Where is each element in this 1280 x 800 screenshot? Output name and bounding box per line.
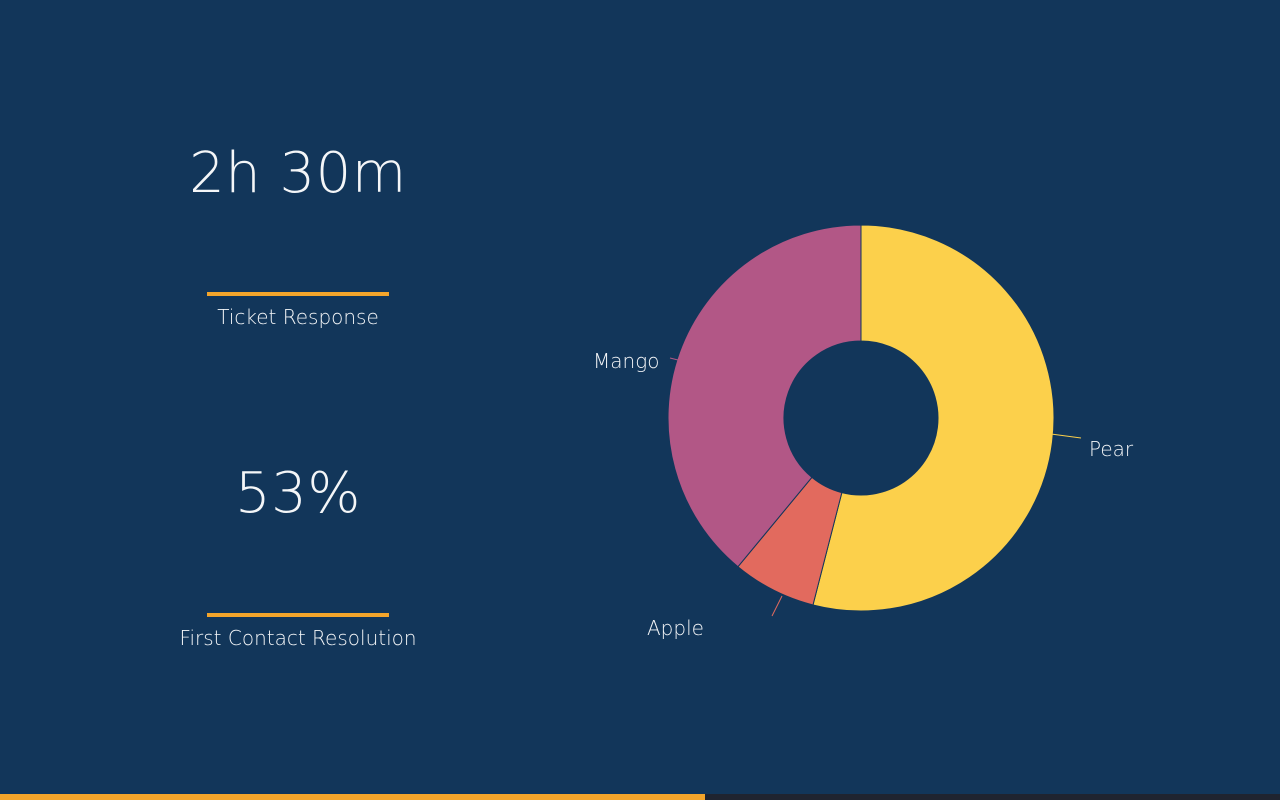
donut-slice-pear [812, 224, 1055, 612]
slice-label-apple: Apple [647, 616, 704, 640]
kpi-label: Ticket Response [217, 305, 379, 329]
kpi-first-contact-resolution: 53% First Contact Resolution [168, 466, 428, 656]
kpi-value: 53% [235, 461, 361, 526]
slice-leader-line-pear [1050, 433, 1082, 439]
progress-bar [0, 794, 1280, 800]
progress-bar-fill [0, 794, 706, 800]
kpi-accent-bar [207, 292, 389, 296]
kpi-value: 2h 30m [189, 141, 407, 206]
kpi-ticket-response: 2h 30m Ticket Response [168, 146, 428, 336]
kpi-accent-bar [207, 613, 389, 617]
kpi-label: First Contact Resolution [179, 626, 417, 650]
slice-label-mango: Mango [593, 349, 659, 373]
slice-label-pear: Pear [1089, 437, 1134, 461]
donut-slice-mango [667, 224, 862, 568]
slice-leader-line-mango [669, 357, 679, 361]
slice-leader-line-apple [771, 595, 783, 617]
donut-chart: Pear Apple Mango [593, 224, 1134, 640]
